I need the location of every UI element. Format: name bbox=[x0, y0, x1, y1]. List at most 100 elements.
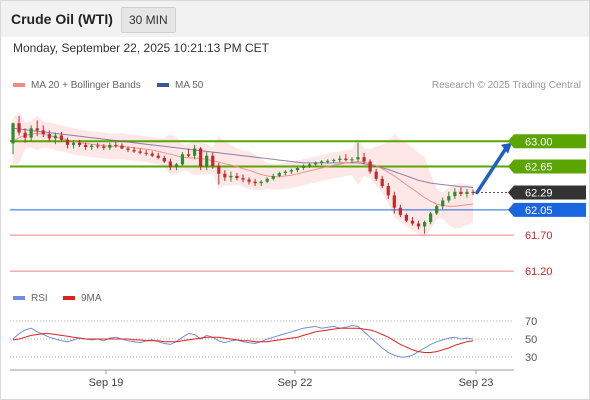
candle-body bbox=[120, 145, 124, 149]
candle-body bbox=[180, 154, 185, 165]
candle-body bbox=[465, 191, 469, 194]
candle-body bbox=[235, 175, 239, 179]
candle-body bbox=[259, 181, 263, 184]
candle-body bbox=[307, 164, 312, 166]
legend-ma50: MA 50 bbox=[157, 80, 203, 91]
rsi-tick-30: 30 bbox=[525, 352, 537, 364]
candle-body bbox=[392, 195, 396, 208]
ma50-line bbox=[12, 127, 474, 188]
interval-button[interactable]: 30 MIN bbox=[121, 7, 176, 33]
candle-body bbox=[356, 157, 360, 160]
candle-body bbox=[265, 178, 269, 182]
candle-body bbox=[217, 165, 221, 174]
candle-body bbox=[338, 158, 342, 161]
candle-body bbox=[441, 200, 445, 207]
time-label-sep-23: Sep 23 bbox=[459, 377, 494, 389]
level-label-61.70: 61.70 bbox=[525, 230, 553, 242]
candle-body bbox=[350, 159, 354, 161]
candle-body bbox=[102, 146, 106, 148]
candle-body bbox=[295, 167, 300, 171]
candle-body bbox=[65, 139, 70, 145]
level-badge-63.00 bbox=[508, 134, 586, 149]
candle-body bbox=[53, 135, 57, 139]
candle-body bbox=[320, 161, 324, 163]
candle-body bbox=[435, 206, 439, 214]
candle-body bbox=[380, 178, 384, 187]
candle-body bbox=[17, 123, 21, 133]
level-label-61.20: 61.20 bbox=[525, 266, 553, 278]
candle-body bbox=[277, 173, 281, 176]
legend-ma20-label: MA 20 + Bollinger Bands bbox=[31, 80, 141, 91]
candle-body bbox=[447, 196, 451, 201]
copyright: Research © 2025 Trading Central bbox=[431, 80, 581, 91]
time-label-sep-22: Sep 22 bbox=[278, 377, 313, 389]
level-badge-text-62.05: 62.05 bbox=[525, 205, 553, 217]
ma50-swatch-icon bbox=[157, 83, 169, 88]
candle-body bbox=[77, 142, 82, 145]
candle-body bbox=[168, 161, 172, 168]
candle-body bbox=[386, 186, 390, 196]
candle-body bbox=[138, 151, 142, 153]
ma20-swatch-icon bbox=[13, 83, 25, 88]
candle-body bbox=[211, 155, 215, 166]
header-bar bbox=[1, 1, 589, 37]
candle-body bbox=[223, 173, 227, 178]
candle-body bbox=[301, 165, 306, 168]
candle-body bbox=[156, 155, 160, 158]
rsi-9ma-line bbox=[12, 327, 474, 353]
instrument-title: Crude Oil (WTI) bbox=[11, 11, 113, 27]
level-badge-62.29 bbox=[508, 185, 586, 200]
candle-body bbox=[84, 144, 88, 148]
level-badge-62.65 bbox=[508, 159, 586, 174]
candle-body bbox=[71, 142, 76, 145]
level-badge-text-63.00: 63.00 bbox=[525, 136, 553, 148]
candle-body bbox=[368, 161, 372, 172]
candle-body bbox=[59, 135, 64, 140]
candle-body bbox=[108, 144, 112, 148]
rsi-swatch-icon bbox=[13, 296, 25, 301]
candle-body bbox=[344, 158, 348, 161]
candle-body bbox=[471, 191, 475, 193]
candle-body bbox=[374, 171, 378, 179]
candle-body bbox=[422, 222, 427, 227]
candle-body bbox=[241, 178, 245, 180]
legend-rsi: RSI bbox=[13, 293, 48, 304]
legend-ma20: MA 20 + Bollinger Bands bbox=[13, 80, 141, 91]
legend-9ma-label: 9MA bbox=[81, 293, 102, 304]
target-arrow-head-icon bbox=[501, 142, 512, 154]
candle-body bbox=[283, 171, 287, 174]
rsi-tick-70: 70 bbox=[525, 316, 537, 328]
legend-9ma: 9MA bbox=[63, 293, 102, 304]
candle-body bbox=[253, 181, 257, 184]
candle-body bbox=[35, 128, 39, 131]
candle-body bbox=[410, 220, 415, 224]
candle-body bbox=[186, 154, 191, 156]
candle-body bbox=[29, 128, 33, 138]
candle-body bbox=[314, 162, 318, 165]
candle-body bbox=[453, 191, 457, 197]
candle-body bbox=[289, 170, 294, 172]
candle-body bbox=[459, 191, 463, 194]
candle-body bbox=[96, 145, 100, 147]
candle-body bbox=[174, 164, 179, 168]
candle-body bbox=[398, 207, 402, 215]
candle-body bbox=[192, 148, 197, 156]
candle-body bbox=[90, 145, 94, 148]
candle-body bbox=[23, 132, 27, 138]
legend-rsi-label: RSI bbox=[31, 293, 48, 304]
ma20-line bbox=[12, 132, 474, 207]
candle-body bbox=[416, 223, 421, 227]
candle-body bbox=[199, 148, 203, 167]
level-badge-text-62.29: 62.29 bbox=[525, 188, 553, 200]
candle-body bbox=[144, 152, 148, 154]
candle-body bbox=[126, 148, 130, 150]
time-label-sep-19: Sep 19 bbox=[89, 377, 124, 389]
candle-body bbox=[11, 123, 15, 144]
level-badge-62.05 bbox=[508, 202, 586, 217]
9ma-swatch-icon bbox=[63, 296, 75, 301]
candle-body bbox=[404, 214, 409, 221]
candle-body bbox=[132, 149, 136, 152]
candle-body bbox=[326, 160, 330, 162]
candle-body bbox=[332, 160, 336, 162]
candle-body bbox=[362, 157, 366, 162]
